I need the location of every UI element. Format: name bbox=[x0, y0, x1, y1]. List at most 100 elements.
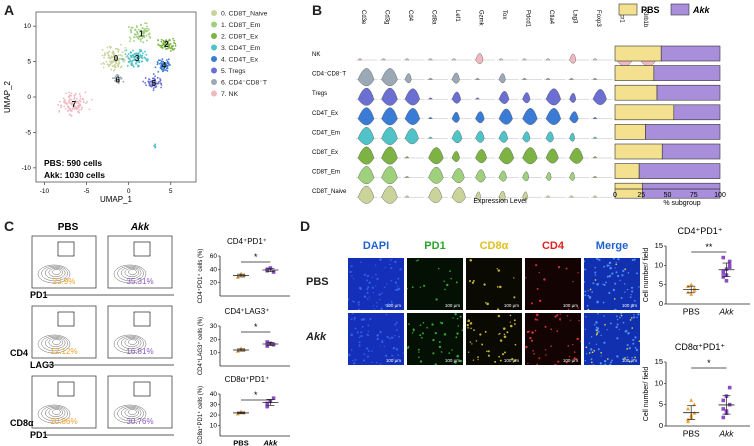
imaging-speckle bbox=[391, 355, 393, 357]
imaging-tile: 100 μm bbox=[466, 313, 522, 365]
umap-point bbox=[110, 61, 112, 64]
umap-point bbox=[160, 44, 162, 47]
imaging-speckle bbox=[415, 260, 417, 262]
dotplot-point-pbs bbox=[686, 406, 690, 411]
imaging-speckle bbox=[484, 330, 487, 333]
dotplot-point-akk bbox=[265, 340, 269, 344]
umap-cluster-label: 5 bbox=[152, 79, 157, 88]
umap-point bbox=[70, 102, 73, 104]
dotplot-title: CD4⁺LAG3⁺ bbox=[225, 307, 270, 316]
umap-point bbox=[165, 40, 168, 43]
imaging-speckle bbox=[367, 330, 370, 333]
imaging-speckle bbox=[603, 359, 607, 363]
imaging-speckle bbox=[353, 319, 356, 321]
imaging-speckle bbox=[479, 333, 482, 336]
umap-point bbox=[134, 62, 137, 65]
violin-shape bbox=[404, 108, 421, 125]
imaging-speckle bbox=[533, 352, 536, 355]
dotplot-ytick-label: 40 bbox=[210, 266, 218, 273]
umap-xtick-label: -10 bbox=[40, 188, 50, 195]
imaging-speckle bbox=[630, 317, 633, 319]
flow-gate bbox=[133, 241, 151, 257]
violin-shape bbox=[522, 131, 531, 143]
imaging-speckle bbox=[368, 296, 371, 298]
umap-point bbox=[57, 103, 60, 106]
imaging-speckle bbox=[457, 325, 460, 327]
umap-cluster-labels: 0 1 2 3 45 6 7 bbox=[72, 29, 170, 109]
umap-point bbox=[148, 82, 151, 85]
imaging-speckle bbox=[455, 336, 458, 339]
imaging-speckle bbox=[593, 349, 596, 352]
imaging-scalebar: 100 μm bbox=[621, 358, 637, 363]
umap-point bbox=[169, 64, 171, 66]
imaging-speckle bbox=[367, 334, 370, 336]
imaging-speckle bbox=[366, 288, 369, 291]
violin-shape bbox=[522, 171, 530, 182]
umap-point bbox=[138, 57, 141, 59]
umap-legend-swatch bbox=[211, 44, 217, 51]
imaging-speckle bbox=[534, 329, 537, 332]
umap-point bbox=[114, 59, 116, 62]
violin-celltype-label: NK bbox=[312, 52, 320, 58]
imaging-speckle bbox=[475, 340, 478, 342]
flow-contour bbox=[128, 269, 137, 275]
umap-point bbox=[118, 78, 121, 81]
imaging-speckle bbox=[380, 308, 383, 310]
umap-point bbox=[166, 61, 169, 64]
violin-shape bbox=[404, 128, 419, 145]
violin-shape bbox=[475, 77, 480, 80]
flow-gate bbox=[57, 311, 75, 327]
flow-gate bbox=[57, 381, 75, 397]
flow-contour bbox=[113, 264, 147, 284]
umap-point bbox=[112, 69, 115, 72]
imaging-speckle bbox=[354, 327, 357, 330]
imaging-speckle bbox=[398, 335, 401, 338]
subgroup-bar-akk bbox=[661, 143, 721, 160]
imaging-speckle bbox=[389, 259, 392, 261]
umap-point bbox=[116, 47, 119, 50]
flow-contour bbox=[120, 406, 142, 420]
imaging-speckle bbox=[352, 277, 355, 280]
flow-contour bbox=[117, 335, 144, 352]
imaging-speckle bbox=[509, 324, 513, 328]
panel-letter-d: D bbox=[300, 218, 311, 234]
dotplot: CD4⁺PD1⁺ 0 5 10 15 Cell number/ field PBS Akk ** bbox=[643, 226, 750, 317]
umap-point bbox=[141, 31, 144, 34]
umap-point bbox=[126, 64, 129, 67]
imaging-speckle bbox=[473, 329, 475, 331]
imaging-speckle bbox=[386, 335, 389, 339]
imaging-speckle bbox=[626, 344, 629, 347]
imaging-speckle bbox=[366, 291, 369, 294]
imaging-speckle bbox=[631, 259, 634, 262]
imaging-speckle bbox=[584, 281, 586, 283]
violin-celltype-label: CD4⁻CD8⁻T bbox=[312, 72, 346, 78]
flow-plot-frame bbox=[31, 305, 97, 359]
imaging-speckle bbox=[371, 276, 374, 278]
imaging-speckle bbox=[612, 258, 615, 260]
violin-shape bbox=[428, 166, 444, 184]
panel-letter-c: C bbox=[4, 218, 15, 234]
imaging-speckle bbox=[499, 285, 502, 289]
umap-legend-label: 1. CD8T_Em bbox=[221, 22, 261, 29]
imaging-speckle bbox=[528, 330, 531, 332]
umap-point bbox=[101, 54, 104, 57]
imaging-speckle bbox=[577, 272, 579, 274]
dotplot-group-label: PBS bbox=[683, 307, 700, 317]
imaging-speckle bbox=[472, 279, 475, 282]
violin-shape bbox=[545, 148, 559, 164]
imaging-speckle bbox=[503, 333, 506, 336]
umap-point bbox=[124, 50, 126, 52]
umap-point bbox=[145, 84, 148, 87]
flow-percent: 30.76% bbox=[126, 417, 153, 426]
umap-point bbox=[149, 80, 151, 83]
imaging-speckle bbox=[585, 316, 587, 318]
imaging-speckle bbox=[496, 268, 498, 270]
umap-point bbox=[107, 52, 109, 54]
imaging-speckle bbox=[595, 343, 598, 345]
imaging-speckle bbox=[469, 279, 472, 282]
umap-point bbox=[115, 57, 118, 60]
umap-cluster-label: 6 bbox=[115, 75, 120, 84]
imaging-speckle bbox=[545, 354, 547, 356]
subgroup-bar-akk bbox=[645, 124, 721, 140]
